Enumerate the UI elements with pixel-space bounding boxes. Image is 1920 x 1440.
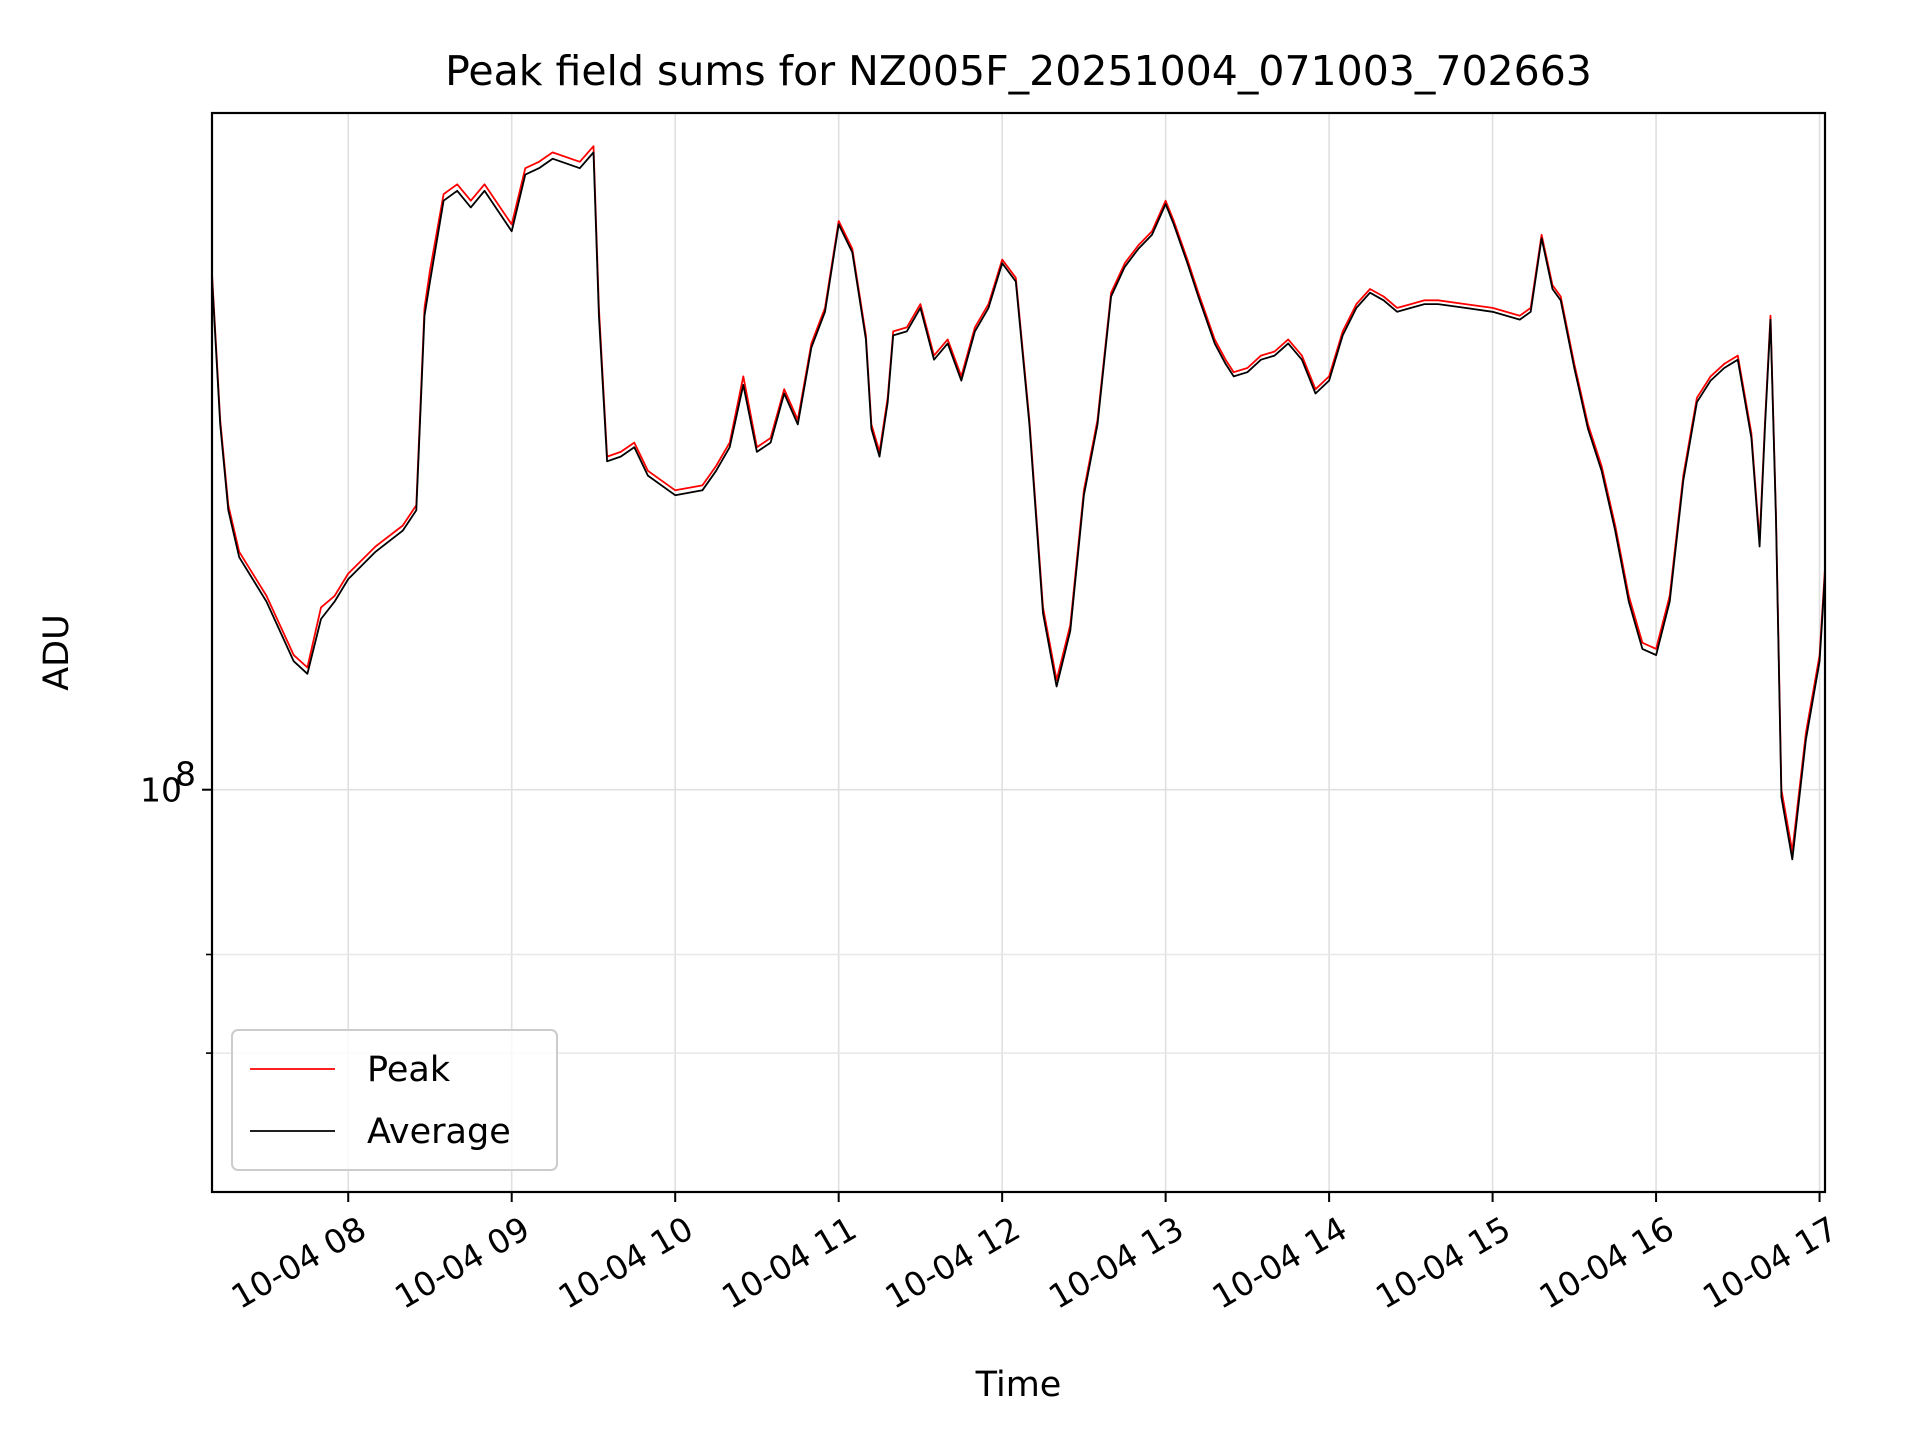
chart-title: Peak field sums for NZ005F_20251004_0710… xyxy=(445,47,1592,95)
legend-label-average: Average xyxy=(367,1112,511,1152)
y-tick-label: 10 xyxy=(140,771,182,810)
series-line-average xyxy=(211,151,1826,861)
y-tick-exponent: 8 xyxy=(175,755,196,794)
y-axis-label: ADU xyxy=(37,614,77,691)
legend: Peak Average xyxy=(231,1029,558,1171)
legend-label-peak: Peak xyxy=(367,1050,451,1090)
series-line-peak xyxy=(211,145,1826,853)
series-lines xyxy=(211,145,1826,861)
legend-box xyxy=(231,1029,558,1171)
x-axis-label: Time xyxy=(975,1365,1062,1405)
plot-frame xyxy=(210,111,1827,1194)
